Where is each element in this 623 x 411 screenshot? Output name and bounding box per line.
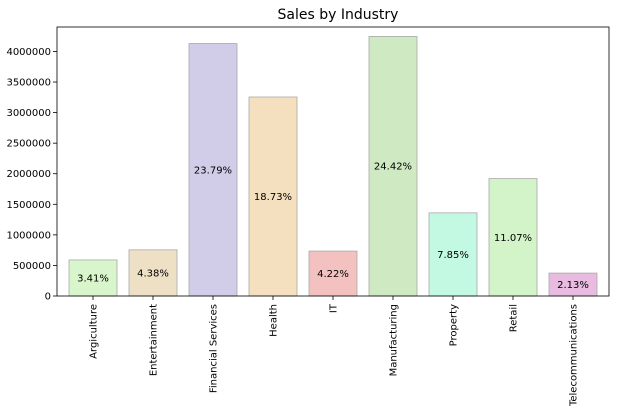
x-tick-label: Financial Services [209,304,220,393]
bar-data-label: 3.41% [77,273,109,284]
y-tick-label: 3000000 [6,108,51,119]
x-tick-label: Retail [509,304,520,332]
bar-retail [488,178,538,297]
x-tick-label: Entertainment [149,304,160,376]
x-axis: Argiculture Entertainment Financial Servic… [89,296,580,407]
bar-data-label: 23.79% [194,165,232,176]
x-tick-label: Health [269,304,280,337]
bars [68,36,598,297]
y-tick-label: 4000000 [6,47,51,58]
bar-argiculture [68,259,118,297]
x-tick-label: IT [329,303,340,313]
y-tick-label: 1000000 [6,230,51,241]
bar-manufacturing [368,36,418,297]
bar-data-label: 24.42% [374,162,412,173]
bar-property [428,212,478,297]
x-tick-label: Property [449,304,460,346]
bar-data-label: 2.13% [557,280,589,291]
bar-data-label: 4.22% [317,269,349,280]
chart-title: Sales by Industry [278,7,399,23]
x-tick-label: Manufacturing [389,304,400,376]
y-tick-label: 1500000 [6,200,51,211]
plot-frame [56,26,610,297]
y-tick-label: 0 [45,292,51,303]
x-tick-label: Argiculture [89,304,100,359]
y-axis: 0 500000 1000000 1500000 2000000 2500000 30000… [6,47,57,303]
y-tick-label: 2500000 [6,139,51,150]
x-tick-label: Telecommunications [569,304,580,407]
y-tick-label: 500000 [13,261,51,272]
y-tick-label: 2000000 [6,169,51,180]
bar-data-label: 11.07% [494,233,532,244]
bar-data-label: 18.73% [254,192,292,203]
bar-labels: 3.41% 4.38% 23.79% 18.73% 4.22% 24.42% 7.85% 11… [77,162,589,291]
bar-data-label: 4.38% [137,268,169,279]
y-tick-label: 3500000 [6,78,51,89]
bar-data-label: 7.85% [437,250,469,261]
